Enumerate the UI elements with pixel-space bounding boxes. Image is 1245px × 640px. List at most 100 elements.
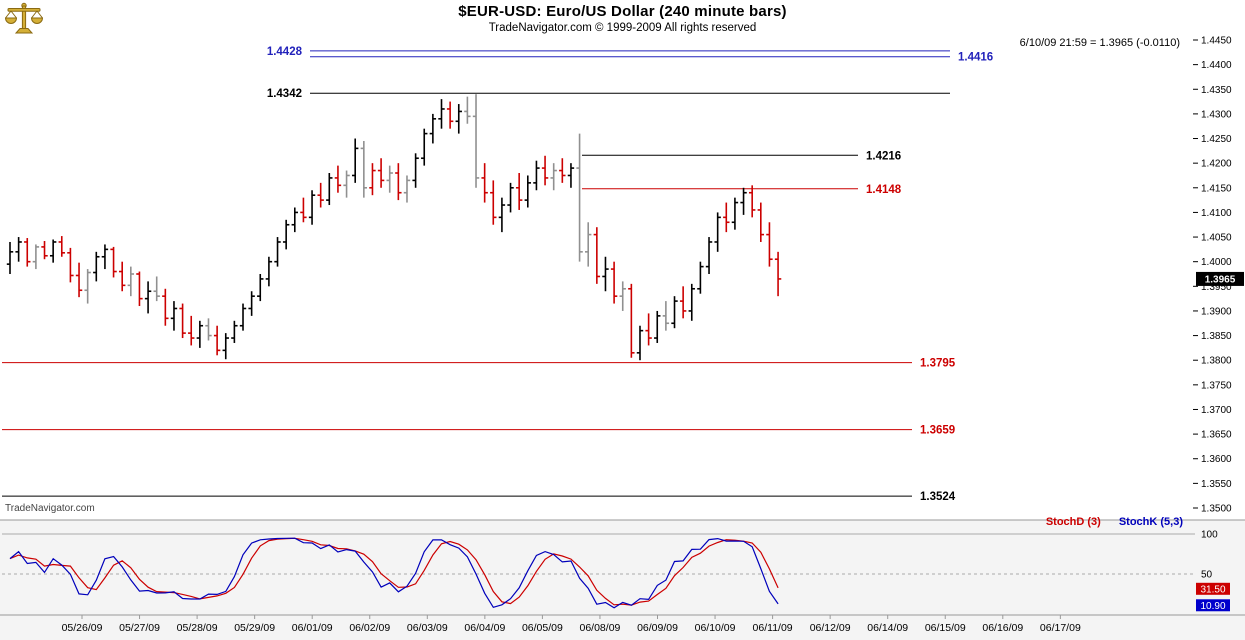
price-axis-label: 1.3550 <box>1201 479 1232 490</box>
scales-logo-icon <box>4 2 44 34</box>
trade-navigator-logo <box>3 2 45 41</box>
ohlc-bar <box>41 240 48 260</box>
ohlc-bar <box>93 251 100 282</box>
ohlc-bar <box>49 239 57 263</box>
ohlc-bar <box>541 155 549 186</box>
ohlc-bar <box>455 104 462 134</box>
ohlc-bar <box>32 244 40 270</box>
ohlc-bar <box>196 320 204 348</box>
stoch-k-badge <box>1196 599 1230 612</box>
ohlc-bar <box>58 236 65 257</box>
ohlc-bar <box>369 163 376 196</box>
date-label: 06/02/09 <box>349 622 390 634</box>
ohlc-bar <box>136 271 143 307</box>
ohlc-bar <box>576 133 583 262</box>
date-label: 06/16/09 <box>982 622 1023 634</box>
price-level-label: 1.4342 <box>267 88 302 100</box>
stoch-k-legend-label: StochK (5,3) <box>1118 516 1183 528</box>
ohlc-bar <box>403 175 411 203</box>
ohlc-bar <box>472 94 480 188</box>
price-axis-label: 1.4350 <box>1201 85 1232 96</box>
stoch-d-badge-label: 31.50 <box>1200 584 1225 595</box>
ohlc-bar <box>386 165 393 193</box>
ohlc-bar <box>671 296 678 329</box>
ohlc-bar <box>153 276 160 302</box>
date-label: 06/15/09 <box>925 622 966 634</box>
ohlc-bar <box>697 261 704 294</box>
ohlc-bar <box>679 286 687 319</box>
price-axis-label: 1.4300 <box>1201 109 1232 120</box>
price-level-label: 1.4428 <box>267 46 303 58</box>
ohlc-bar <box>498 197 506 233</box>
ohlc-bar <box>377 158 385 188</box>
last-price-badge <box>1196 271 1244 286</box>
ohlc-bar <box>464 96 471 124</box>
date-label: 06/09/09 <box>637 622 678 634</box>
ohlc-bar <box>559 158 566 183</box>
ohlc-bar <box>188 315 195 346</box>
date-label: 06/04/09 <box>464 622 505 634</box>
ohlc-bar <box>343 170 350 198</box>
ohlc-bar <box>334 165 342 193</box>
stoch-k-line <box>9 537 779 609</box>
stoch-d-badge <box>1196 582 1230 595</box>
ohlc-bar <box>67 247 74 283</box>
date-label: 06/10/09 <box>695 622 736 634</box>
ohlc-bar <box>610 261 618 304</box>
ohlc-bar <box>144 281 152 314</box>
ohlc-bar <box>619 281 626 311</box>
ohlc-bar <box>748 185 756 218</box>
ohlc-bar <box>524 175 531 208</box>
price-level-label: 1.3795 <box>920 358 956 370</box>
price-level-label: 1.4416 <box>958 52 993 64</box>
ohlc-bar <box>757 202 765 242</box>
ohlc-bar <box>662 301 670 331</box>
price-axis-label: 1.4250 <box>1201 134 1232 145</box>
ohlc-bar <box>326 173 333 206</box>
price-axis-label: 1.4150 <box>1201 183 1232 194</box>
stoch-d-legend-label: StochD (3) <box>1045 516 1101 528</box>
ohlc-bar <box>705 237 713 274</box>
ohlc-bar <box>300 197 307 223</box>
stoch-k-badge-label: 10.90 <box>1200 601 1225 612</box>
ohlc-bar <box>412 153 419 188</box>
ohlc-bar <box>352 138 359 183</box>
ohlc-bar <box>101 244 109 270</box>
ohlc-bar <box>645 313 652 346</box>
date-label: 05/29/09 <box>234 622 275 634</box>
price-axis-label: 1.3850 <box>1201 331 1232 342</box>
ohlc-bar <box>170 301 178 331</box>
stochastic-panel-background <box>0 520 1245 640</box>
ohlc-bar <box>723 202 730 233</box>
stoch-axis-label: 50 <box>1201 570 1213 581</box>
date-label: 05/26/09 <box>62 622 103 634</box>
copyright-subtitle: TradeNavigator.com © 1999-2009 All right… <box>488 22 757 34</box>
ohlc-bar <box>15 237 22 262</box>
ohlc-bar <box>585 222 592 267</box>
price-level-label: 1.4148 <box>866 184 902 196</box>
ohlc-bar <box>110 246 117 278</box>
last-quote-info: 6/10/09 21:59 = 1.3965 (-0.0110) <box>1019 37 1180 49</box>
chart-title: $EUR-USD: Euro/US Dollar (240 minute bar… <box>458 3 787 20</box>
ohlc-bar <box>257 274 264 302</box>
ohlc-bar <box>6 241 14 274</box>
ohlc-bar <box>446 101 454 129</box>
ohlc-bar <box>248 291 255 316</box>
ohlc-bar <box>205 318 212 341</box>
ohlc-bar <box>636 325 644 361</box>
ohlc-bar <box>395 163 402 201</box>
date-label: 05/28/09 <box>177 622 218 634</box>
price-axis-label: 1.4400 <box>1201 60 1232 71</box>
date-label: 06/12/09 <box>810 622 851 634</box>
stoch-d-line <box>9 537 779 606</box>
ohlc-bar <box>481 163 488 203</box>
price-level-label: 1.4216 <box>866 150 901 162</box>
ohlc-bar <box>766 222 773 267</box>
ohlc-bar <box>308 190 316 225</box>
date-label: 06/03/09 <box>407 622 448 634</box>
date-label: 06/17/09 <box>1040 622 1081 634</box>
ohlc-bar <box>421 128 428 166</box>
ohlc-bar <box>507 182 514 213</box>
ohlc-bar <box>438 99 445 129</box>
